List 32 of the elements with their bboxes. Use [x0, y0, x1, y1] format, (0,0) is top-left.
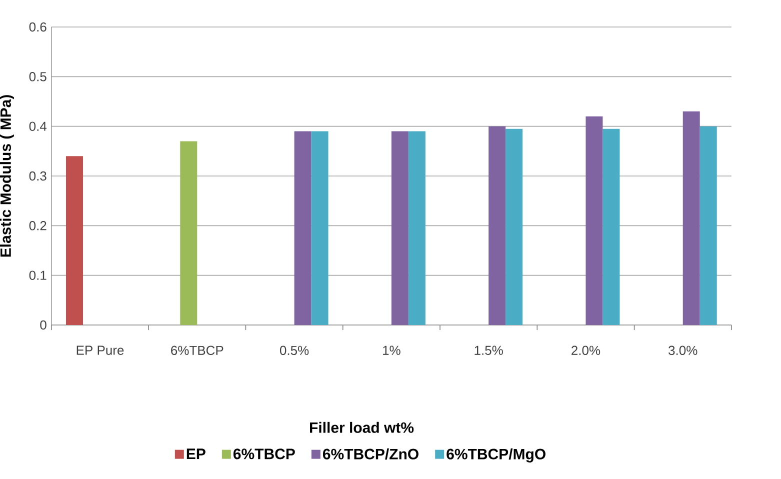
x-tick-label: EP Pure — [76, 346, 124, 355]
x-tick-label: 2.0% — [572, 346, 600, 356]
y-tick-label: 0.1 — [29, 270, 46, 280]
legend-label: EP — [186, 448, 206, 459]
x-tick-label: 1% — [383, 346, 400, 355]
x-axis-title: Filler load wt% — [310, 422, 414, 433]
y-tick-label: 0.6 — [29, 22, 46, 32]
bar — [700, 126, 717, 325]
bar — [682, 111, 700, 325]
legend-label: 6%TBCP — [233, 448, 295, 460]
x-tick-label: 1.5% — [474, 346, 503, 355]
legend-label: 6%TBCP/ZnO — [322, 448, 418, 460]
x-tick-label: 0.5% — [280, 346, 309, 356]
bar — [506, 128, 523, 325]
y-tick-label: 0.4 — [29, 122, 47, 131]
x-tick-label: 3.0% — [668, 346, 698, 356]
bar — [294, 131, 312, 325]
y-tick-label: 0 — [40, 320, 46, 330]
bar — [586, 116, 603, 325]
bar — [180, 141, 198, 325]
bar — [602, 128, 620, 325]
legend-label: 6%TBCP/MgO — [446, 448, 546, 462]
bar — [391, 131, 408, 325]
bar — [408, 131, 426, 325]
bar — [311, 131, 328, 325]
x-tick-label: 6%TBCP — [171, 346, 224, 356]
y-tick-label: 0.5 — [29, 72, 46, 82]
bar — [66, 156, 83, 325]
y-tick-label: 0.3 — [29, 171, 46, 181]
y-tick-label: 0.2 — [29, 221, 46, 230]
y-axis-title: Elastic Modulus ( MPa) — [0, 95, 14, 257]
bar — [488, 126, 506, 325]
